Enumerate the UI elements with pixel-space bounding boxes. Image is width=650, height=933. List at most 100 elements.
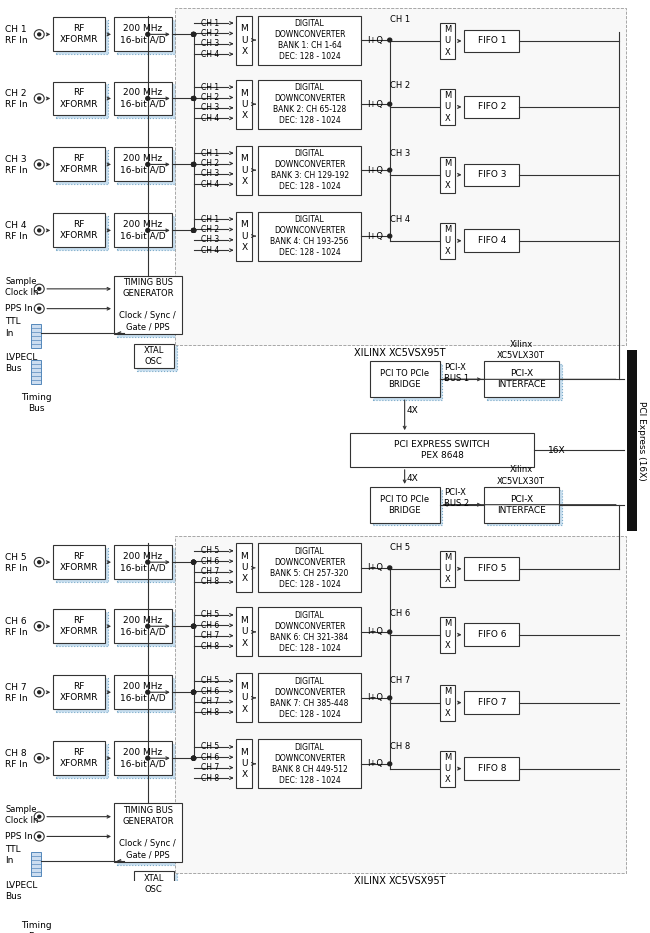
Bar bbox=[443, 160, 458, 196]
Bar bbox=[114, 81, 172, 116]
Bar bbox=[117, 84, 175, 118]
Bar bbox=[258, 739, 361, 788]
Circle shape bbox=[192, 229, 196, 232]
Bar bbox=[237, 543, 252, 592]
Bar bbox=[237, 212, 252, 260]
Bar bbox=[237, 79, 252, 129]
Bar bbox=[117, 678, 175, 712]
Text: CH 7: CH 7 bbox=[201, 567, 219, 576]
Bar bbox=[114, 275, 181, 334]
Text: CH 4: CH 4 bbox=[389, 215, 410, 224]
Text: CH 5
RF In: CH 5 RF In bbox=[5, 552, 28, 573]
Bar bbox=[488, 490, 562, 525]
Bar bbox=[439, 617, 456, 653]
Text: I+Q: I+Q bbox=[367, 693, 383, 703]
Text: I+Q: I+Q bbox=[367, 100, 383, 108]
Circle shape bbox=[146, 97, 150, 101]
Circle shape bbox=[38, 307, 41, 310]
Text: CH 8: CH 8 bbox=[201, 578, 218, 587]
Circle shape bbox=[146, 690, 150, 694]
Circle shape bbox=[388, 762, 392, 766]
Circle shape bbox=[192, 561, 196, 564]
Text: M
U
X: M U X bbox=[240, 89, 248, 119]
Text: 200 MHz
16-bit A/D: 200 MHz 16-bit A/D bbox=[120, 682, 166, 703]
Circle shape bbox=[192, 229, 196, 232]
Bar bbox=[56, 150, 108, 184]
Text: FIFO 4: FIFO 4 bbox=[478, 236, 506, 245]
Text: CH 3: CH 3 bbox=[201, 39, 219, 49]
Text: 200 MHz
16-bit A/D: 200 MHz 16-bit A/D bbox=[120, 552, 166, 572]
Text: CH 3: CH 3 bbox=[389, 148, 410, 158]
Bar bbox=[56, 745, 108, 778]
Circle shape bbox=[388, 234, 392, 238]
Circle shape bbox=[192, 757, 196, 760]
Bar bbox=[464, 96, 519, 118]
Circle shape bbox=[388, 630, 392, 634]
Circle shape bbox=[34, 558, 44, 567]
Text: RF
XFORMR: RF XFORMR bbox=[60, 154, 98, 174]
Bar bbox=[114, 18, 172, 51]
Circle shape bbox=[388, 38, 392, 42]
Text: FIFO 3: FIFO 3 bbox=[478, 171, 506, 179]
Text: CH 1: CH 1 bbox=[201, 83, 218, 91]
Text: CH 1: CH 1 bbox=[201, 215, 218, 224]
Bar bbox=[467, 694, 522, 717]
Text: CH 4
RF In: CH 4 RF In bbox=[5, 221, 28, 241]
Text: XILINX XC5VSX95T: XILINX XC5VSX95T bbox=[354, 348, 445, 358]
Text: M
U
X: M U X bbox=[444, 225, 451, 257]
Bar bbox=[464, 758, 519, 780]
Bar bbox=[53, 675, 105, 709]
Text: 200 MHz
16-bit A/D: 200 MHz 16-bit A/D bbox=[120, 220, 166, 241]
Bar bbox=[239, 82, 255, 132]
Text: CH 2: CH 2 bbox=[201, 93, 218, 102]
Circle shape bbox=[146, 757, 150, 760]
Bar bbox=[261, 743, 364, 791]
Text: RF
XFORMR: RF XFORMR bbox=[60, 682, 98, 703]
Circle shape bbox=[192, 561, 196, 564]
Circle shape bbox=[38, 757, 41, 759]
Circle shape bbox=[38, 561, 41, 564]
Text: M
U
X: M U X bbox=[240, 617, 248, 648]
Bar bbox=[239, 19, 255, 67]
Text: CH 5: CH 5 bbox=[201, 676, 219, 686]
Circle shape bbox=[192, 561, 196, 564]
Text: DIGITAL
DOWNCONVERTER
BANK 3: CH 129-192
DEC: 128 - 1024: DIGITAL DOWNCONVERTER BANK 3: CH 129-192… bbox=[270, 149, 348, 191]
Bar bbox=[443, 91, 458, 128]
Bar bbox=[56, 612, 108, 646]
Text: Sample
Clock In: Sample Clock In bbox=[5, 277, 39, 297]
Circle shape bbox=[34, 304, 44, 313]
Circle shape bbox=[192, 561, 196, 564]
Text: DIGITAL
DOWNCONVERTER
BANK 7: CH 385-448
DEC: 128 - 1024: DIGITAL DOWNCONVERTER BANK 7: CH 385-448… bbox=[270, 676, 349, 719]
Circle shape bbox=[34, 285, 44, 294]
Bar bbox=[258, 146, 361, 195]
Text: TTL
In: TTL In bbox=[5, 317, 21, 338]
Text: PCI-X
INTERFACE: PCI-X INTERFACE bbox=[497, 369, 546, 389]
Text: M
U
X: M U X bbox=[240, 155, 248, 186]
Circle shape bbox=[38, 287, 41, 290]
Circle shape bbox=[388, 168, 392, 172]
Text: XTAL
OSC: XTAL OSC bbox=[144, 873, 164, 894]
Bar bbox=[239, 215, 255, 263]
Circle shape bbox=[146, 624, 150, 628]
Bar bbox=[31, 359, 41, 384]
Text: 4X: 4X bbox=[407, 474, 419, 482]
Text: I+Q: I+Q bbox=[367, 759, 383, 769]
Bar bbox=[134, 343, 174, 368]
Bar bbox=[439, 223, 456, 258]
Text: DIGITAL
DOWNCONVERTER
BANK 4: CH 193-256
DEC: 128 - 1024: DIGITAL DOWNCONVERTER BANK 4: CH 193-256… bbox=[270, 215, 349, 258]
Bar bbox=[261, 148, 364, 198]
Circle shape bbox=[34, 226, 44, 235]
Bar bbox=[53, 609, 105, 643]
Bar bbox=[239, 148, 255, 198]
Text: LVPECL
Bus: LVPECL Bus bbox=[5, 354, 38, 373]
Circle shape bbox=[192, 33, 196, 36]
Circle shape bbox=[34, 812, 44, 821]
Bar bbox=[261, 82, 364, 132]
Bar bbox=[237, 607, 252, 657]
Text: M
U
X: M U X bbox=[444, 753, 451, 785]
Bar bbox=[56, 548, 108, 582]
Bar bbox=[117, 548, 175, 582]
Text: CH 4: CH 4 bbox=[201, 49, 219, 59]
Circle shape bbox=[38, 835, 41, 838]
Bar bbox=[443, 553, 458, 590]
